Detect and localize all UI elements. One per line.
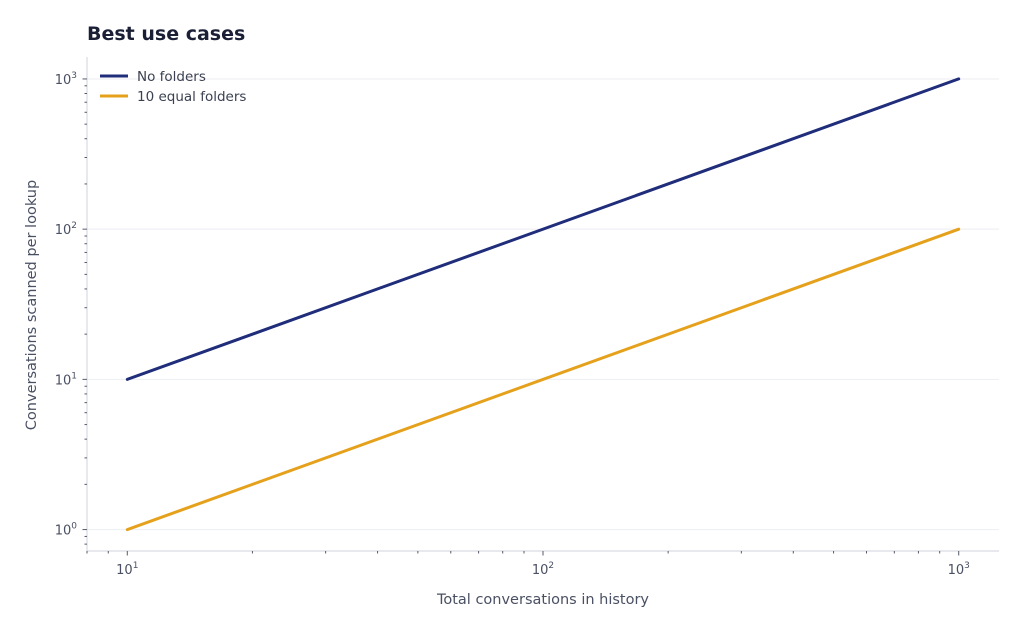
legend-label-2: 10 equal folders — [137, 89, 246, 105]
x-tick-label: 102 — [532, 561, 554, 578]
grid — [87, 78, 999, 531]
legend-label-1: No folders — [137, 69, 206, 85]
y-tick-label: 100 — [55, 522, 78, 539]
legend: No folders 10 equal folders — [100, 69, 246, 105]
ticks: 101 102 103 100 101 102 103 — [55, 71, 970, 578]
axes — [86, 57, 999, 552]
x-tick-label: 101 — [116, 561, 138, 578]
chart-title: Best use cases — [87, 23, 245, 45]
y-tick-label: 102 — [55, 221, 77, 238]
y-tick-label: 101 — [55, 371, 77, 388]
x-axis-label: Total conversations in history — [436, 592, 649, 608]
y-tick-label: 103 — [55, 71, 77, 88]
y-axis-label: Conversations scanned per lookup — [24, 180, 40, 430]
series-line-2 — [125, 227, 961, 532]
x-tick-label: 103 — [948, 561, 970, 578]
series — [125, 77, 961, 532]
series-line-1 — [125, 77, 961, 381]
